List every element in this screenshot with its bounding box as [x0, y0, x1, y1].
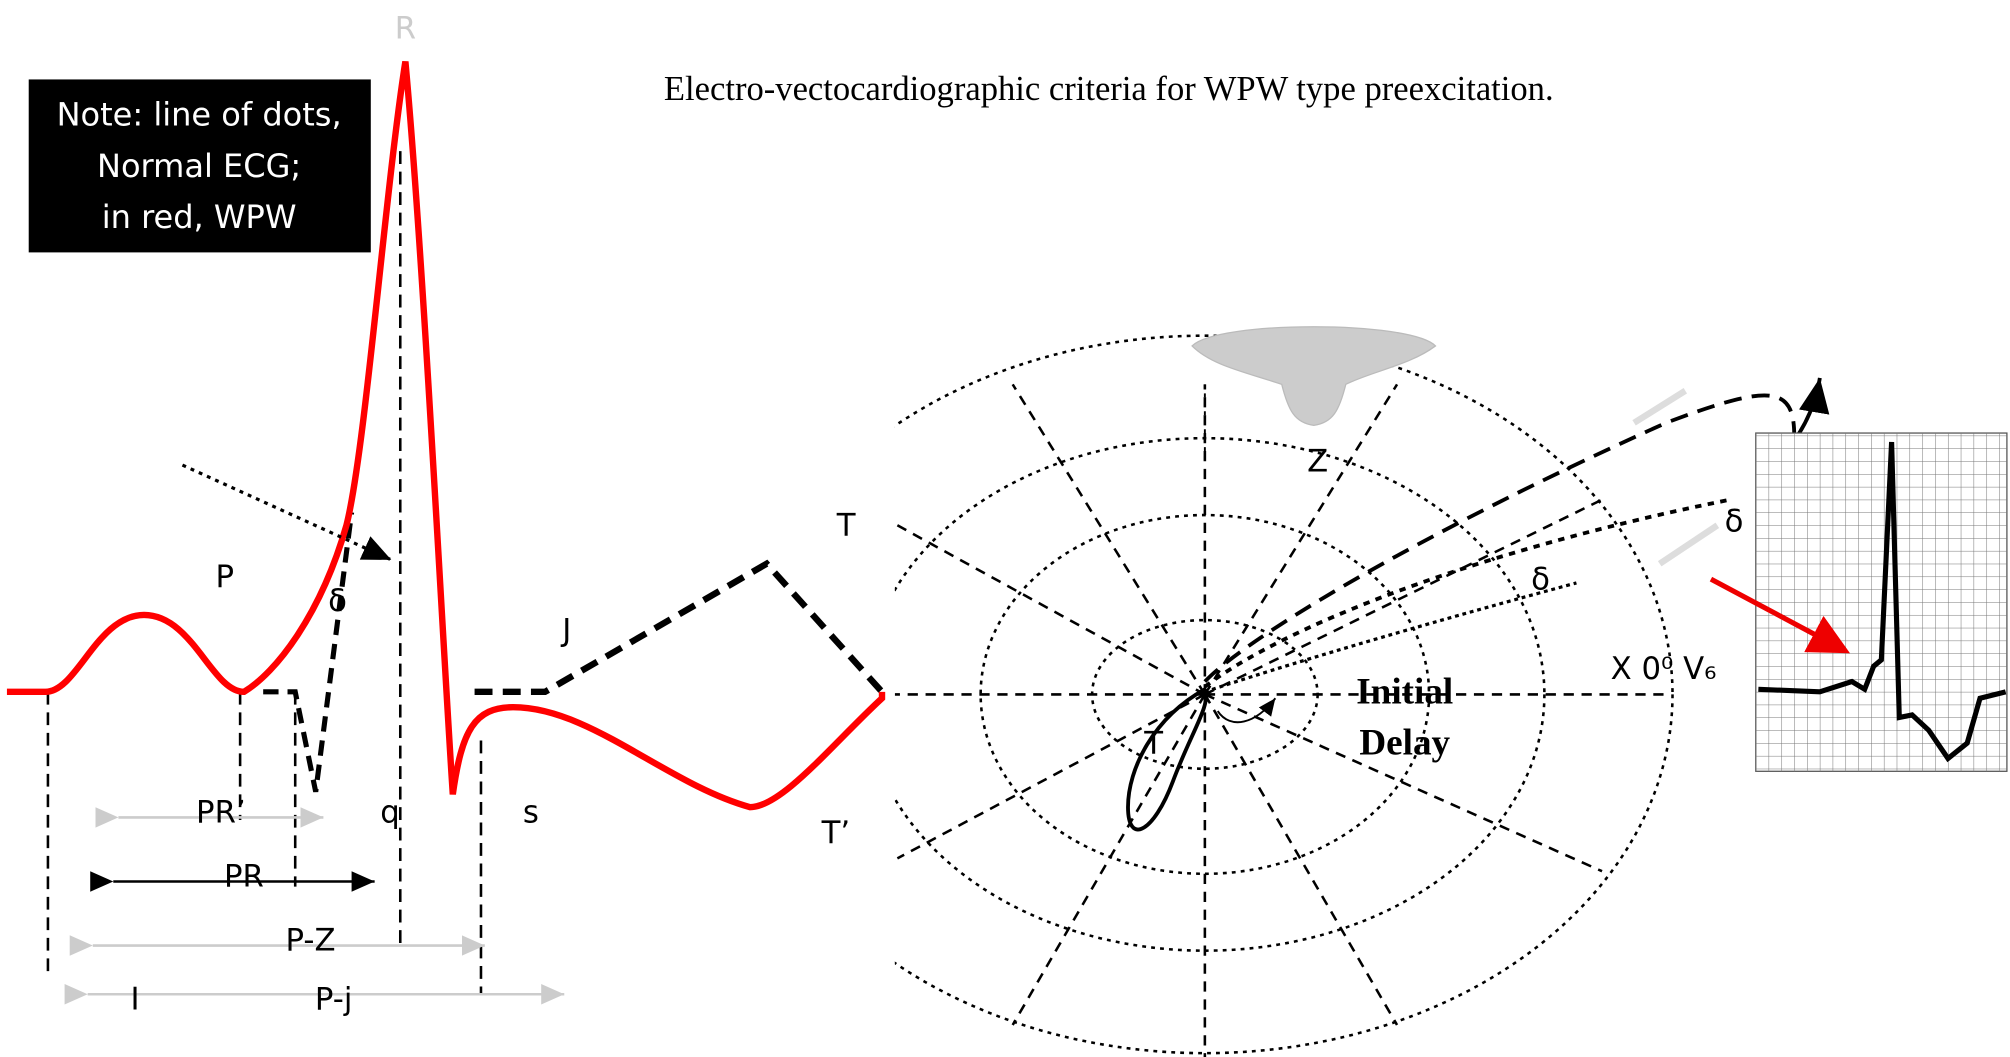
- note-line: Note: line of dots,: [57, 96, 342, 134]
- label: δ: [328, 583, 347, 619]
- label: Z: [1307, 443, 1328, 479]
- label: P-j: [315, 982, 353, 1018]
- diagram: Electro-vectocardiographic criteria for …: [0, 0, 2010, 1057]
- label: δ: [1725, 504, 1744, 540]
- title: Electro-vectocardiographic criteria for …: [664, 70, 1554, 108]
- label: δ: [1531, 561, 1550, 597]
- label: I: [131, 982, 140, 1018]
- torso-icon: [1192, 327, 1435, 426]
- label: X 0⁰ V₆: [1611, 651, 1717, 687]
- label: Initial: [1356, 671, 1453, 712]
- label: T: [1143, 725, 1163, 761]
- inset-grid: [1756, 433, 2007, 771]
- note-line: in red, WPW: [102, 198, 297, 236]
- label: q: [380, 795, 400, 831]
- label: s: [523, 795, 539, 831]
- label: P: [215, 559, 234, 595]
- note-line: Normal ECG;: [97, 147, 301, 185]
- label: T’: [821, 815, 851, 851]
- label: T: [836, 508, 856, 544]
- label: PR: [224, 859, 264, 895]
- label: PR’: [196, 795, 246, 831]
- label: J: [560, 613, 571, 649]
- label: R: [395, 10, 416, 46]
- label: Delay: [1359, 723, 1450, 764]
- label: P-Z: [286, 923, 336, 959]
